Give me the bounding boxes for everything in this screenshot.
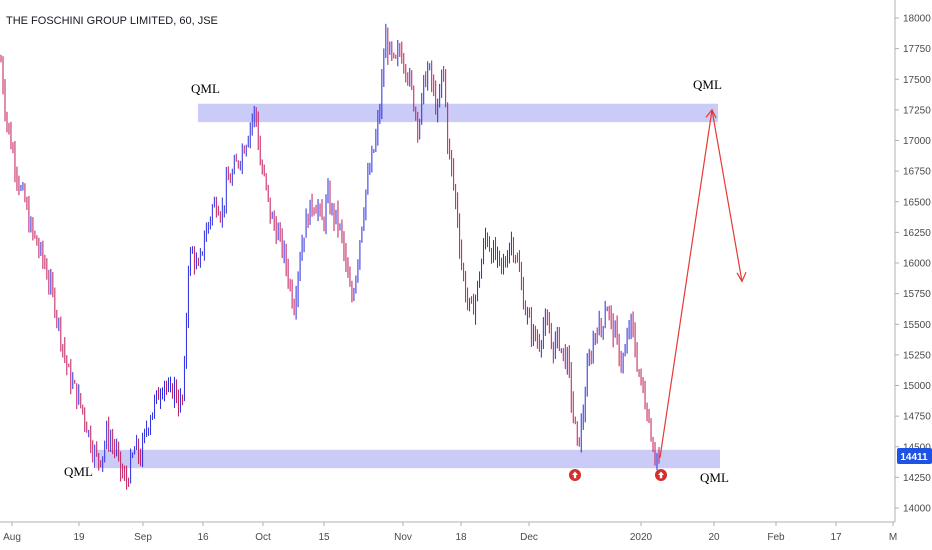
time-axis[interactable]: Aug 19 Sep 16 Oct 15 Nov 18 Dec 2020 20 Feb 17 M <box>3 522 897 543</box>
y-tick-label: 15500 <box>903 320 931 331</box>
price-axis[interactable]: 14000 14250 14500 14750 15000 15250 15500 15750… <box>895 14 931 515</box>
y-tick-label: 15000 <box>903 381 931 392</box>
y-tick-label: 16000 <box>903 259 931 270</box>
qml-zones <box>96 103 720 469</box>
qml-label: QML <box>191 81 220 96</box>
y-tick-label: 16500 <box>903 197 931 208</box>
x-tick-label: 20 <box>708 532 720 543</box>
arrow-up-glyph-icon <box>658 471 664 479</box>
y-tick-label: 15250 <box>903 350 931 361</box>
y-tick-label: 15750 <box>903 289 931 300</box>
last-price-tag: 14411 <box>897 448 932 464</box>
y-tick-label: 17250 <box>903 105 931 116</box>
x-tick-label: Sep <box>134 532 152 543</box>
chart-title: THE FOSCHINI GROUP LIMITED, 60, JSE <box>6 15 218 27</box>
x-tick-label: Nov <box>394 532 412 543</box>
zone-labels: QML QML QML QML <box>64 77 729 485</box>
y-tick-label: 16250 <box>903 228 931 239</box>
x-tick-label: Oct <box>255 532 271 543</box>
y-tick-label: 14750 <box>903 412 931 423</box>
y-tick-label: 14000 <box>903 504 931 515</box>
arrow-up-glyph-icon <box>572 471 578 479</box>
x-tick-label: Feb <box>767 532 785 543</box>
qml-zone <box>198 103 718 123</box>
x-tick-label: M <box>889 532 897 543</box>
x-tick-label: 15 <box>318 532 330 543</box>
y-tick-label: 16750 <box>903 167 931 178</box>
y-tick-label: 17000 <box>903 136 931 147</box>
last-price-tag-label: 14411 <box>900 452 928 463</box>
price-series <box>0 23 660 490</box>
x-tick-label: 19 <box>73 532 85 543</box>
x-tick-label: 2020 <box>630 532 653 543</box>
y-tick-label: 18000 <box>903 14 931 25</box>
qml-zone <box>96 449 720 469</box>
x-tick-label: 17 <box>830 532 842 543</box>
x-tick-label: 16 <box>197 532 209 543</box>
projection-arrowhead-up <box>705 108 717 119</box>
qml-label: QML <box>693 77 722 92</box>
x-tick-label: Aug <box>3 532 21 543</box>
y-tick-label: 14500 <box>903 442 931 453</box>
qml-label: QML <box>700 470 729 485</box>
qml-label: QML <box>64 464 93 479</box>
x-tick-label: Dec <box>520 532 538 543</box>
x-tick-label: 18 <box>455 532 467 543</box>
y-tick-label: 17500 <box>903 75 931 86</box>
markers <box>569 469 667 481</box>
last-price-tag-box <box>897 448 932 464</box>
y-tick-label: 17750 <box>903 44 931 55</box>
y-tick-label: 14250 <box>903 473 931 484</box>
projection-arrowhead-down <box>736 271 747 283</box>
projection-path <box>659 108 747 458</box>
